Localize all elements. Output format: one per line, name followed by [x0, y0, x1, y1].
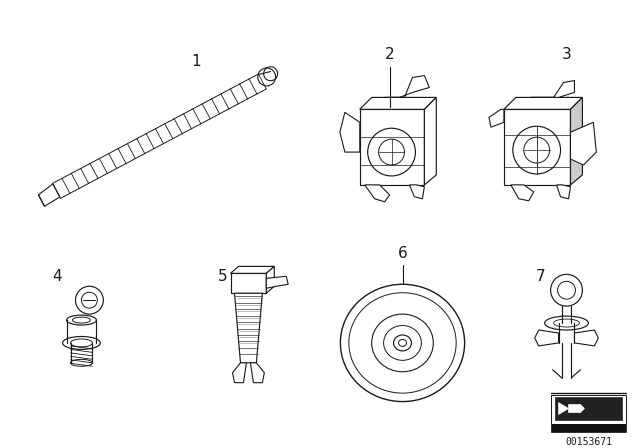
Text: 1: 1	[191, 54, 200, 69]
Polygon shape	[570, 122, 596, 165]
Circle shape	[557, 281, 575, 299]
Polygon shape	[559, 403, 568, 414]
Polygon shape	[511, 185, 534, 201]
Polygon shape	[365, 185, 390, 202]
Polygon shape	[360, 109, 424, 185]
Polygon shape	[266, 267, 275, 293]
Ellipse shape	[340, 284, 465, 401]
Polygon shape	[230, 273, 266, 293]
Text: 2: 2	[385, 47, 394, 62]
Polygon shape	[489, 109, 504, 127]
Ellipse shape	[63, 336, 100, 349]
Circle shape	[524, 137, 550, 163]
Circle shape	[76, 286, 103, 314]
Ellipse shape	[372, 314, 433, 372]
Circle shape	[379, 139, 404, 165]
Polygon shape	[570, 97, 582, 185]
Polygon shape	[557, 185, 570, 199]
Polygon shape	[234, 293, 262, 363]
Circle shape	[513, 126, 561, 174]
Circle shape	[81, 292, 97, 308]
Ellipse shape	[554, 319, 579, 327]
Polygon shape	[575, 330, 598, 346]
Ellipse shape	[399, 340, 406, 346]
Bar	[550, 424, 626, 432]
Ellipse shape	[67, 315, 97, 325]
Polygon shape	[232, 363, 246, 383]
Text: 00153671: 00153671	[565, 437, 612, 448]
Polygon shape	[534, 330, 559, 346]
Text: 7: 7	[536, 269, 545, 284]
Text: 3: 3	[562, 47, 572, 62]
Bar	[550, 395, 626, 424]
Polygon shape	[340, 112, 360, 152]
Polygon shape	[230, 267, 275, 273]
Polygon shape	[38, 184, 60, 206]
Text: 6: 6	[397, 246, 408, 261]
Ellipse shape	[70, 359, 92, 366]
Polygon shape	[266, 276, 288, 288]
Ellipse shape	[72, 317, 90, 323]
Ellipse shape	[394, 335, 412, 351]
Polygon shape	[424, 97, 436, 185]
Polygon shape	[531, 81, 575, 97]
Polygon shape	[360, 97, 436, 109]
Polygon shape	[250, 363, 264, 383]
Polygon shape	[504, 97, 582, 109]
Polygon shape	[568, 405, 584, 413]
Polygon shape	[385, 76, 429, 97]
Ellipse shape	[349, 293, 456, 393]
Circle shape	[368, 128, 415, 176]
Text: 4: 4	[52, 269, 61, 284]
Ellipse shape	[383, 326, 421, 360]
Ellipse shape	[70, 339, 92, 347]
Polygon shape	[410, 185, 424, 199]
Circle shape	[550, 274, 582, 306]
Bar	[555, 396, 622, 421]
Polygon shape	[504, 109, 570, 185]
Text: 5: 5	[218, 269, 227, 284]
Circle shape	[258, 68, 276, 86]
Ellipse shape	[545, 316, 588, 330]
